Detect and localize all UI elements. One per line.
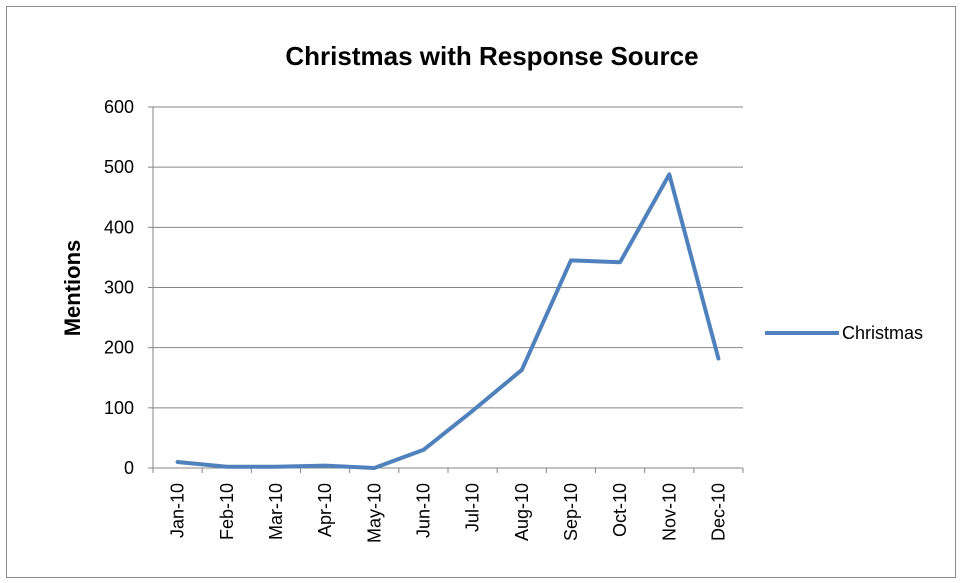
y-tick-label: 200 xyxy=(104,338,134,358)
x-tick-label: Sep-10 xyxy=(561,483,581,541)
x-tick-label: Jun-10 xyxy=(413,483,433,538)
gridlines xyxy=(153,106,743,409)
axes: 0 100 200 300 400 500 600 Jan-10 Feb-10 Mar-10 Apr… xyxy=(104,97,744,543)
chart-svg: Christmas with Response Source Mentions … xyxy=(60,41,923,543)
series-line-christmas xyxy=(175,172,721,470)
x-tick-label: Dec-10 xyxy=(708,483,728,541)
x-tick-label: Jan-10 xyxy=(168,483,188,538)
x-tick-label: Nov-10 xyxy=(659,483,679,541)
x-tick-label: May-10 xyxy=(364,483,384,543)
x-tick-label: Apr-10 xyxy=(315,483,335,537)
series-layer xyxy=(175,172,721,470)
x-tick-label: Oct-10 xyxy=(610,483,630,537)
x-tick-label: Feb-10 xyxy=(217,483,237,540)
y-tick-label: 300 xyxy=(104,278,134,298)
y-tick-label: 500 xyxy=(104,157,134,177)
legend: Christmas xyxy=(765,323,923,343)
y-tick-label: 600 xyxy=(104,97,134,117)
y-tick-label: 100 xyxy=(104,398,134,418)
y-tick-label: 0 xyxy=(124,458,134,478)
x-tick-label: Mar-10 xyxy=(266,483,286,540)
chart-title: Christmas with Response Source xyxy=(285,41,698,71)
y-axis-title: Mentions xyxy=(60,240,85,337)
chart-area: Christmas with Response Source Mentions … xyxy=(6,6,956,578)
y-tick-label: 400 xyxy=(104,217,134,237)
x-tick-label: Jul-10 xyxy=(463,483,483,532)
legend-label: Christmas xyxy=(842,323,923,343)
x-tick-label: Aug-10 xyxy=(512,483,532,541)
